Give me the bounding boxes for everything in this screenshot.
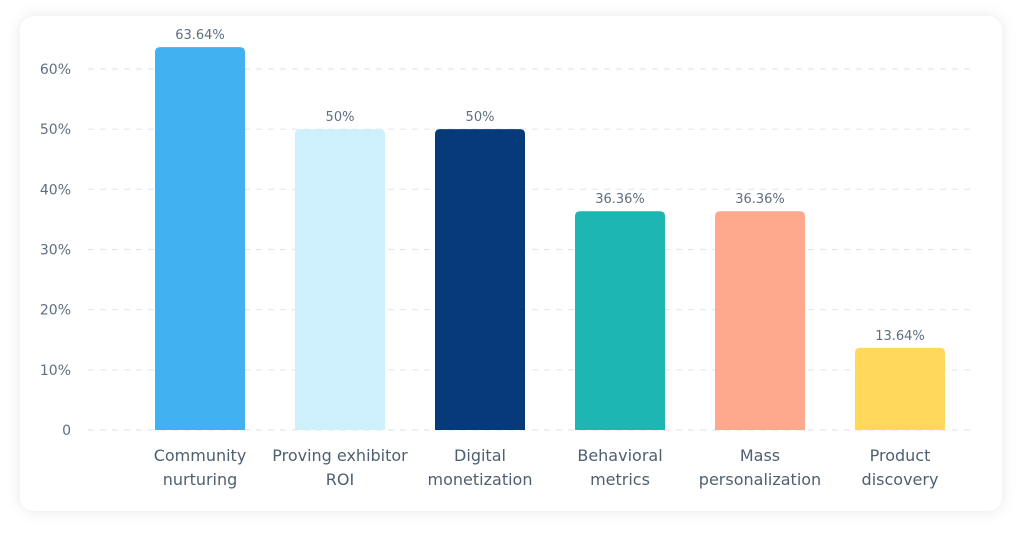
data-label: 50% <box>326 110 355 125</box>
bar <box>575 211 665 430</box>
x-tick-label: Behavioral <box>577 446 662 465</box>
data-label: 36.36% <box>735 192 785 207</box>
x-tick-label: Community <box>154 446 247 465</box>
x-tick-label: Proving exhibitor <box>272 446 408 465</box>
y-tick-label: 30% <box>40 243 71 259</box>
bar <box>715 211 805 430</box>
data-label: 13.64% <box>875 329 925 344</box>
y-tick-label: 50% <box>40 122 71 138</box>
data-label: 63.64% <box>175 28 225 43</box>
data-label: 50% <box>466 110 495 125</box>
data-label: 36.36% <box>595 192 645 207</box>
x-tick-label: Product <box>870 446 931 465</box>
x-tick-label: discovery <box>862 470 939 489</box>
bar <box>435 129 525 430</box>
y-tick-label: 60% <box>40 62 71 78</box>
bar <box>295 129 385 430</box>
y-tick-label: 0 <box>62 423 71 439</box>
y-tick-label: 20% <box>40 303 71 319</box>
x-tick-label: metrics <box>590 470 650 489</box>
y-tick-label: 40% <box>40 182 71 198</box>
x-tick-label: Digital <box>454 446 506 465</box>
y-tick-label: 10% <box>40 363 71 379</box>
x-tick-label: personalization <box>699 470 821 489</box>
bar <box>155 47 245 430</box>
bar <box>855 347 945 430</box>
x-tick-label: ROI <box>326 470 354 489</box>
x-tick-label: monetization <box>428 470 533 489</box>
x-tick-label: Mass <box>740 446 780 465</box>
x-tick-label: nurturing <box>163 470 238 489</box>
